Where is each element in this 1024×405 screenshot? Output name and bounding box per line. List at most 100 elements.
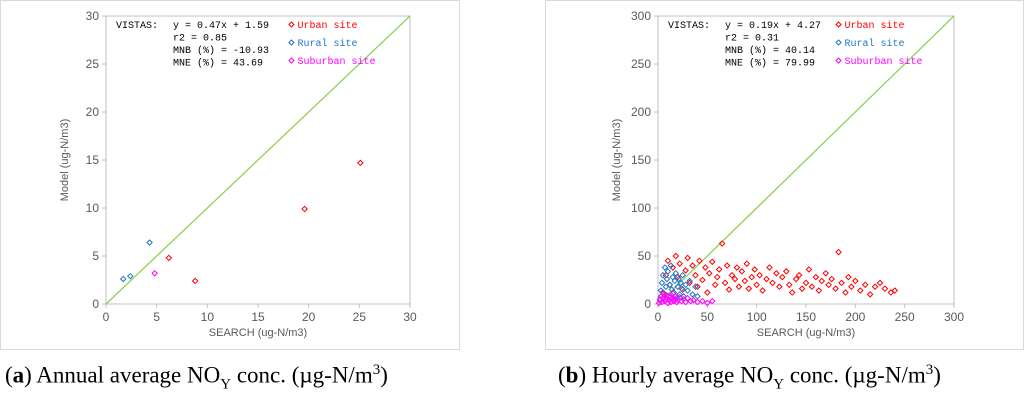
data-point bbox=[689, 262, 696, 269]
data-point bbox=[672, 269, 680, 277]
stats-line: MNB (%) = 40.14 bbox=[725, 45, 815, 57]
data-point bbox=[812, 273, 820, 281]
data-point bbox=[763, 275, 770, 283]
data-point bbox=[687, 297, 694, 305]
y-tick-label: 10 bbox=[86, 201, 100, 215]
data-point bbox=[808, 283, 816, 291]
y-tick-label: 250 bbox=[631, 57, 651, 71]
data-point bbox=[658, 298, 666, 306]
data-point bbox=[682, 281, 689, 289]
data-point bbox=[753, 281, 760, 289]
data-point bbox=[861, 281, 869, 289]
data-point bbox=[805, 266, 813, 273]
data-point bbox=[766, 264, 773, 271]
data-point bbox=[692, 271, 699, 279]
data-point bbox=[684, 254, 691, 262]
data-point bbox=[845, 273, 852, 281]
data-point bbox=[699, 276, 706, 284]
legend-marker bbox=[835, 57, 842, 64]
stats-line: MNE (%) = 43.69 bbox=[173, 58, 263, 70]
data-point bbox=[891, 287, 899, 294]
data-point bbox=[676, 291, 684, 298]
stats-line: MNB (%) = -10.93 bbox=[173, 45, 269, 57]
y-tick-label: 0 bbox=[644, 297, 651, 311]
data-point bbox=[723, 262, 731, 269]
data-point bbox=[690, 296, 697, 304]
data-point bbox=[705, 269, 713, 277]
stats-label: VISTAS: bbox=[668, 21, 710, 32]
data-point bbox=[191, 277, 199, 285]
legend-label: Rural site bbox=[845, 38, 905, 50]
data-point bbox=[759, 287, 766, 294]
stats-line: r2 = 0.31 bbox=[725, 34, 779, 45]
y-tick-label: 50 bbox=[638, 249, 652, 263]
y-tick-label: 15 bbox=[86, 153, 100, 167]
legend-marker bbox=[288, 21, 295, 28]
data-point bbox=[751, 266, 759, 273]
x-tick-label: 250 bbox=[895, 310, 915, 324]
data-point bbox=[658, 279, 666, 287]
data-point bbox=[756, 271, 763, 279]
legend-marker bbox=[835, 21, 842, 28]
data-point bbox=[745, 285, 753, 292]
stats-label: VISTAS: bbox=[116, 21, 158, 32]
data-point bbox=[679, 271, 686, 279]
chart-frame bbox=[545, 0, 1024, 350]
x-tick-label: 0 bbox=[103, 310, 110, 324]
data-point bbox=[795, 271, 803, 279]
x-axis-title: SEARCH (ug-N/m3) bbox=[209, 327, 307, 339]
y-tick-label: 150 bbox=[631, 153, 651, 167]
data-point bbox=[792, 275, 800, 283]
x-tick-label: 150 bbox=[796, 310, 816, 324]
data-point bbox=[725, 286, 733, 293]
data-point bbox=[708, 258, 716, 266]
data-point bbox=[659, 271, 667, 279]
x-tick-label: 200 bbox=[845, 310, 865, 324]
data-point bbox=[672, 252, 680, 260]
data-point bbox=[785, 281, 793, 289]
data-point bbox=[802, 279, 810, 287]
data-point bbox=[702, 264, 709, 271]
data-point bbox=[301, 205, 308, 213]
data-point bbox=[664, 268, 672, 275]
data-point bbox=[674, 283, 682, 291]
y-axis-title: Model (ug-N/m3) bbox=[611, 119, 623, 202]
one-to-one-line bbox=[105, 15, 411, 305]
data-point bbox=[680, 293, 687, 300]
data-point bbox=[876, 279, 884, 287]
y-tick-label: 300 bbox=[631, 9, 651, 23]
data-point bbox=[838, 279, 845, 287]
data-point bbox=[828, 275, 835, 283]
data-point bbox=[773, 269, 780, 277]
data-point bbox=[848, 283, 855, 291]
data-point bbox=[788, 289, 796, 296]
data-point bbox=[741, 277, 749, 285]
series-urban-site bbox=[165, 159, 364, 285]
data-point bbox=[667, 298, 675, 306]
series-suburban-site bbox=[151, 269, 158, 277]
chart-panel-a: 0 5 10 15 20 25 30 0 5 10 15 20 25 30 SEARCH (ug-N/m3)… bbox=[0, 0, 460, 350]
data-point bbox=[871, 283, 879, 291]
legend-marker bbox=[835, 39, 842, 46]
data-point bbox=[748, 273, 756, 281]
data-point bbox=[825, 281, 833, 289]
data-point bbox=[711, 281, 719, 289]
data-point bbox=[661, 264, 669, 271]
data-point bbox=[832, 285, 839, 292]
data-point bbox=[676, 260, 684, 267]
data-point bbox=[822, 269, 830, 277]
x-tick-label: 50 bbox=[701, 310, 715, 324]
scatter-chart-annual: 0 5 10 15 20 25 30 0 5 10 15 20 25 30 SEARCH (ug-N/m3)… bbox=[0, 0, 460, 350]
data-point bbox=[677, 279, 685, 287]
legend-label: Urban site bbox=[297, 20, 357, 32]
x-tick-label: 0 bbox=[655, 310, 662, 324]
data-point bbox=[704, 289, 711, 296]
caption-hourly: (b) Hourly average NOY conc. (µg-N/m3) bbox=[558, 362, 941, 393]
series-suburban-site bbox=[655, 290, 716, 307]
y-axis-title: Model (ug-N/m3) bbox=[59, 119, 71, 202]
data-point bbox=[866, 291, 874, 298]
x-tick-label: 300 bbox=[944, 310, 964, 324]
data-point bbox=[663, 292, 671, 299]
data-point bbox=[146, 239, 153, 246]
stats-line: r2 = 0.85 bbox=[173, 34, 227, 45]
